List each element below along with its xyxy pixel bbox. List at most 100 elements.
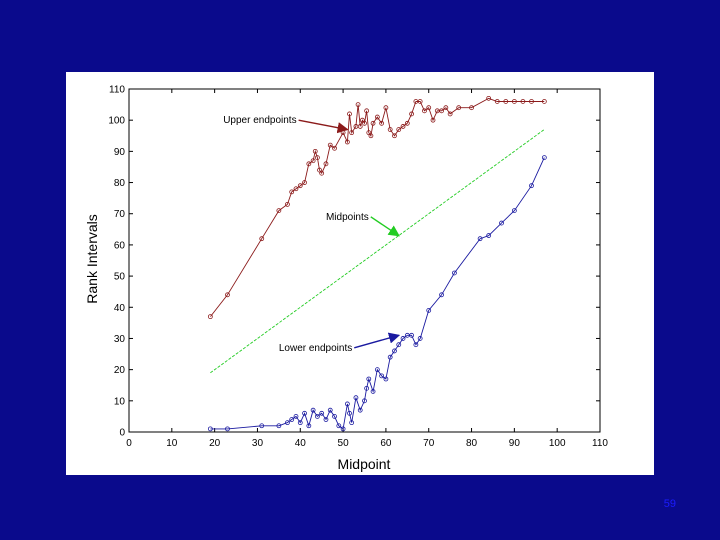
- upper-data-point: [297, 183, 303, 189]
- lower-data-point: [370, 389, 376, 394]
- upper-data-point: [422, 108, 427, 114]
- y-axis-label: Rank Intervals: [84, 214, 100, 303]
- x-tick-label: 40: [295, 438, 307, 449]
- x-tick-label: 50: [338, 438, 350, 449]
- lower-data-point: [207, 426, 213, 432]
- upper-data-point: [332, 145, 337, 151]
- x-tick-label: 110: [592, 438, 608, 449]
- upper-data-point: [430, 117, 436, 123]
- mid-series-line: [210, 129, 545, 374]
- upper-data-point: [417, 99, 423, 104]
- upper-data-point: [289, 189, 295, 195]
- y-tick-label: 40: [114, 303, 126, 314]
- x-tick-label: 90: [509, 438, 521, 449]
- lower-data-point: [327, 407, 333, 413]
- lower-data-point: [374, 367, 380, 373]
- upper-data-point: [349, 130, 355, 136]
- upper-data-point: [207, 314, 213, 320]
- lower-data-point: [302, 410, 307, 416]
- mid-annotation-label: Midpoints: [326, 212, 369, 223]
- lower-data-point: [310, 407, 316, 413]
- lower-data-point: [332, 414, 337, 419]
- upper-data-point: [447, 111, 453, 117]
- upper-data-point: [400, 124, 406, 129]
- upper-data-point: [443, 105, 449, 111]
- lower-data-point: [417, 336, 423, 341]
- upper-data-point: [306, 161, 312, 167]
- lower-series-line: [210, 157, 545, 430]
- upper-data-point: [225, 292, 230, 298]
- lower-annotation-label: Lower endpoints: [279, 343, 352, 354]
- lower-data-point: [452, 270, 457, 276]
- upper-series-line: [210, 97, 545, 317]
- upper-data-point: [520, 99, 526, 104]
- lower-data-point: [306, 423, 312, 429]
- lower-data-point: [293, 414, 299, 419]
- lower-data-point: [347, 410, 352, 416]
- lower-data-point: [353, 395, 359, 401]
- upper-data-point: [409, 111, 415, 117]
- plot-frame: [128, 88, 601, 433]
- lower-data-point: [323, 417, 329, 422]
- y-tick-label: 100: [108, 116, 125, 127]
- upper-data-point: [359, 117, 365, 123]
- lower-data-point: [529, 183, 534, 189]
- upper-data-point: [312, 148, 318, 154]
- lower-data-point: [340, 426, 346, 432]
- mid-annotation-arrow: [370, 216, 400, 237]
- lower-data-point: [336, 423, 342, 429]
- upper-data-point: [355, 102, 361, 107]
- upper-data-point: [364, 108, 370, 114]
- upper-data-point: [404, 120, 410, 126]
- x-tick-label: 60: [380, 438, 392, 449]
- lower-data-point: [344, 401, 350, 407]
- upper-annotation-label: Upper endpoints: [223, 115, 296, 126]
- upper-annotation-arrow: [298, 119, 349, 134]
- lower-data-point: [477, 236, 483, 242]
- lower-data-point: [297, 420, 303, 426]
- rank-intervals-chart: 0 10 20 30 40 50 60 70 80 90 100 110 0 10 20 30 40 50 60 70…: [84, 85, 608, 473]
- lower-data-point: [426, 307, 432, 313]
- y-tick-label: 50: [114, 272, 126, 283]
- lower-data-point: [366, 376, 372, 382]
- y-tick-label: 80: [114, 178, 126, 189]
- lower-data-point: [349, 420, 355, 426]
- upper-data-point: [344, 139, 350, 145]
- lower-data-point: [362, 398, 367, 404]
- y-tick-label: 70: [114, 209, 126, 220]
- lower-data-point: [511, 208, 517, 214]
- y-tick-label: 90: [114, 147, 126, 158]
- upper-data-point: [541, 99, 547, 104]
- upper-data-point: [379, 120, 385, 126]
- lower-data-point: [319, 410, 325, 416]
- page-number: 59: [663, 498, 676, 510]
- y-tick-label: 110: [109, 85, 125, 96]
- y-tick-label: 60: [114, 240, 126, 251]
- lower-data-point: [499, 220, 504, 226]
- lower-data-point: [392, 348, 397, 354]
- upper-data-point: [529, 99, 534, 104]
- lower-data-point: [379, 373, 385, 379]
- upper-data-point: [285, 201, 290, 207]
- y-tick-label: 0: [119, 428, 125, 439]
- lower-data-point: [486, 233, 492, 238]
- upper-data-point: [392, 133, 397, 139]
- upper-data-point: [439, 108, 444, 114]
- upper-data-point: [396, 127, 402, 132]
- upper-data-point: [368, 133, 374, 139]
- lower-data-point: [289, 417, 295, 422]
- lower-data-point: [364, 385, 370, 391]
- x-tick-label: 30: [252, 438, 264, 449]
- x-tick-label: 100: [549, 438, 566, 449]
- upper-data-point: [511, 99, 517, 104]
- upper-data-point: [293, 186, 299, 192]
- upper-data-point: [387, 127, 393, 132]
- lower-data-point: [383, 376, 389, 382]
- lower-annotation-arrow: [354, 332, 401, 349]
- y-tick-label: 20: [114, 365, 126, 376]
- upper-data-point: [276, 208, 282, 214]
- upper-data-point: [310, 158, 316, 164]
- upper-data-point: [383, 105, 389, 111]
- upper-data-point: [469, 105, 474, 111]
- lower-data-point: [276, 423, 282, 429]
